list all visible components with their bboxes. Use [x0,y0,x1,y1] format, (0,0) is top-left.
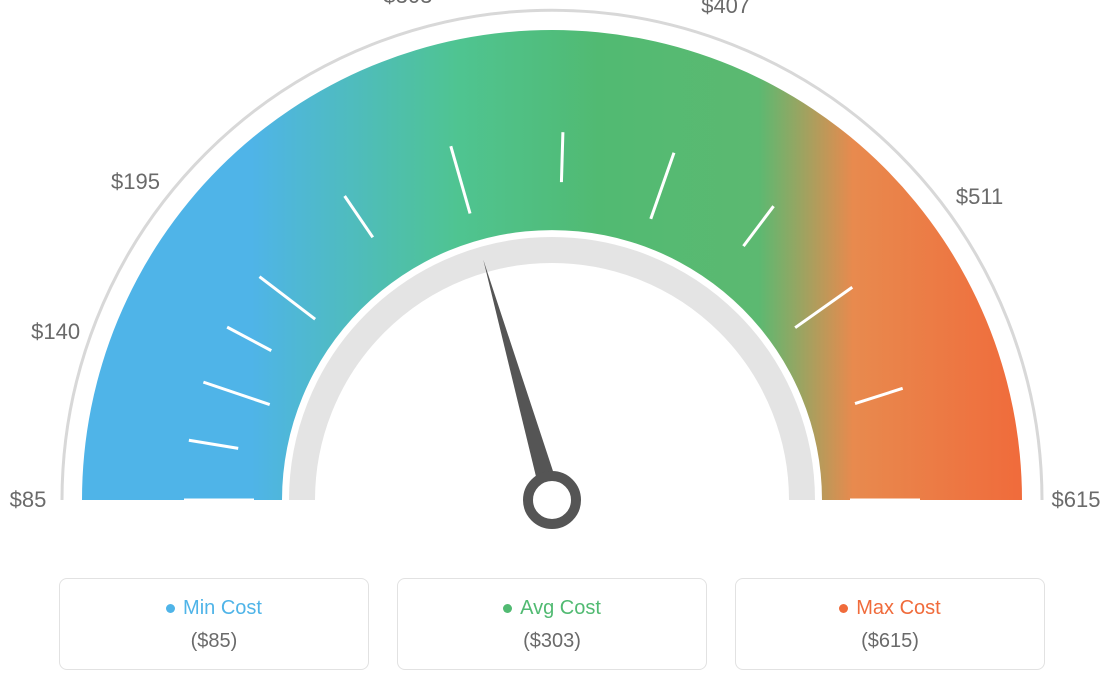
cost-gauge-chart: { "gauge": { "type": "gauge", "min_value… [0,0,1104,690]
legend-avg-label: Avg Cost [503,597,601,620]
legend-min-dot [166,604,175,613]
gauge-tick-label: $140 [31,319,80,345]
legend-max-label: Max Cost [839,597,940,620]
legend-max-cost: Max Cost ($615) [735,578,1045,670]
legend-row: Min Cost ($85) Avg Cost ($303) Max Cost … [0,578,1104,670]
gauge-area: $85 $140 $195 $303 $407 $511 $615 [0,0,1104,560]
gauge-tick-label: $85 [10,487,47,513]
gauge-svg [0,0,1104,560]
gauge-tick-label: $303 [383,0,432,9]
legend-min-text: Min Cost [183,597,262,620]
legend-avg-text: Avg Cost [520,597,601,620]
gauge-tick-label: $615 [1052,487,1101,513]
legend-avg-dot [503,604,512,613]
legend-min-label: Min Cost [166,597,262,620]
legend-min-cost: Min Cost ($85) [59,578,369,670]
gauge-tick-label: $195 [111,169,160,195]
gauge-tick-label: $407 [701,0,750,19]
legend-max-value: ($615) [746,630,1034,653]
legend-min-value: ($85) [70,630,358,653]
legend-avg-cost: Avg Cost ($303) [397,578,707,670]
legend-max-dot [839,604,848,613]
legend-avg-value: ($303) [408,630,696,653]
gauge-tick-label: $511 [956,184,1003,210]
legend-max-text: Max Cost [856,597,940,620]
